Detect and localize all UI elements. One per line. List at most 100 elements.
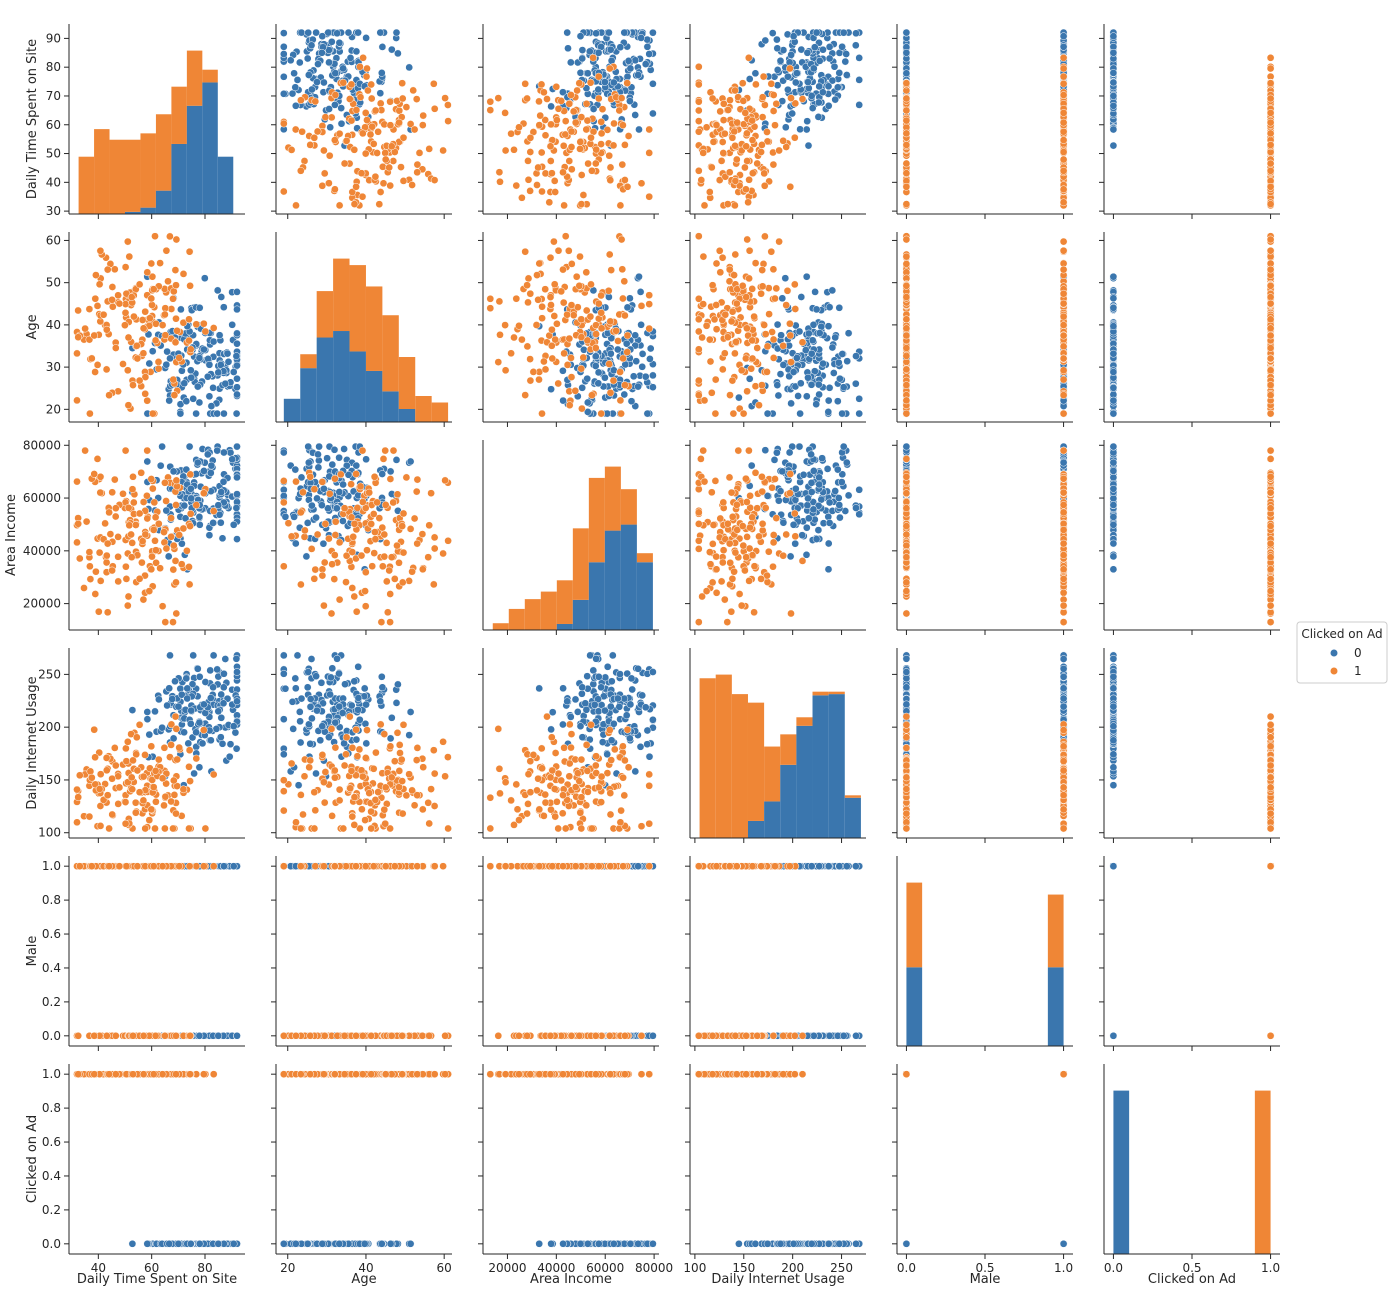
scatter-point-class-1: [172, 314, 180, 323]
scatter-point-class-0: [1109, 48, 1118, 57]
scatter-point-class-1: [501, 321, 509, 329]
scatter-point-class-1: [728, 133, 737, 142]
scatter-point-class-1: [330, 136, 339, 144]
scatter-point-class-1: [529, 368, 538, 376]
scatter-point-class-1: [307, 545, 316, 553]
scatter-point-class-1: [769, 562, 777, 571]
scatter-point-class-0: [735, 393, 743, 402]
scatter-point-class-1: [618, 160, 627, 169]
scatter-point-class-1: [567, 260, 576, 268]
hist-bar-class-0: [588, 562, 605, 630]
scatter-point-class-1: [576, 138, 585, 146]
scatter-point-class-0: [559, 396, 567, 405]
scatter-point-class-1: [902, 352, 911, 360]
scatter-point-class-1: [758, 113, 767, 121]
scatter-point-class-0: [176, 409, 185, 418]
scatter-point-class-1: [313, 530, 322, 539]
scatter-point-class-0: [308, 501, 316, 510]
scatter-point-class-1: [145, 587, 154, 595]
scatter-point-class-0: [187, 373, 196, 382]
scatter-point-class-1: [1059, 64, 1068, 73]
scatter-point-class-1: [743, 533, 751, 541]
scatter-point-class-0: [836, 513, 844, 522]
scatter-point-class-1: [146, 314, 154, 323]
scatter-point-class-1: [395, 118, 403, 127]
scatter-point-class-0: [609, 78, 618, 87]
scatter-point-class-1: [769, 265, 778, 274]
scatter-point-class-1: [597, 129, 606, 138]
scatter-point-class-1: [798, 557, 807, 565]
scatter-point-class-1: [185, 563, 193, 571]
scatter-point-class-1: [143, 514, 152, 523]
scatter-point-class-1: [124, 592, 133, 601]
scatter-point-class-0: [784, 72, 792, 81]
scatter-point-class-0: [802, 523, 811, 532]
scatter-point-class-1: [424, 553, 433, 562]
scatter-point-class-1: [81, 446, 89, 455]
scatter-point-class-1: [616, 201, 625, 210]
scatter-point-class-1: [586, 312, 595, 321]
scatter-point-class-0: [624, 57, 633, 65]
scatter-point-class-1: [700, 201, 709, 210]
scatter-point-class-1: [1059, 155, 1068, 164]
scatter-point-class-1: [597, 291, 605, 300]
scatter-point-class-1: [694, 80, 703, 89]
scatter-point-class-1: [130, 312, 138, 321]
scatter-point-class-1: [559, 141, 568, 150]
scatter-point-class-1: [902, 587, 911, 595]
scatter-point-class-1: [102, 551, 111, 560]
scatter-point-class-1: [524, 274, 533, 283]
scatter-point-class-1: [554, 379, 563, 388]
scatter-point-class-1: [1266, 200, 1275, 208]
scatter-point-class-1: [125, 252, 134, 261]
scatter-point-class-1: [103, 539, 112, 548]
scatter-point-class-1: [310, 133, 319, 142]
scatter-point-class-1: [723, 519, 732, 528]
scatter-point-class-1: [524, 298, 532, 307]
scatter-point-class-1: [1059, 366, 1068, 375]
scatter-point-class-1: [402, 103, 411, 111]
scatter-point-class-1: [726, 391, 734, 399]
scatter-point-class-1: [406, 120, 415, 128]
scatter-point-class-1: [361, 109, 370, 117]
scatter-point-class-1: [380, 530, 389, 539]
scatter-point-class-1: [92, 271, 100, 279]
scatter-point-class-0: [796, 379, 805, 388]
scatter-point-class-0: [833, 465, 842, 474]
hist-bar-class-1: [171, 86, 187, 144]
scatter-point-class-0: [578, 54, 587, 63]
scatter-point-class-1: [719, 116, 728, 124]
scatter-point-class-1: [335, 595, 344, 604]
scatter-point-class-1: [415, 149, 424, 157]
scatter-point-class-0: [576, 32, 585, 41]
scatter-point-class-1: [350, 592, 359, 601]
scatter-point-class-1: [559, 298, 568, 307]
scatter-point-class-1: [594, 94, 603, 103]
scatter-point-class-1: [732, 299, 741, 308]
scatter-point-class-0: [828, 76, 837, 85]
scatter-point-class-1: [786, 470, 795, 478]
scatter-point-class-1: [185, 336, 193, 345]
scatter-point-class-0: [223, 349, 232, 358]
scatter-point-class-1: [606, 176, 615, 185]
scatter-point-class-1: [138, 558, 146, 567]
scatter-point-class-1: [533, 181, 541, 189]
scatter-point-class-1: [395, 558, 403, 567]
scatter-point-class-1: [154, 364, 163, 373]
scatter-point-class-1: [719, 498, 728, 507]
scatter-point-class-1: [547, 120, 555, 129]
scatter-point-class-0: [333, 29, 341, 38]
hist-bar-class-1: [186, 50, 203, 106]
scatter-point-class-1: [538, 314, 546, 323]
scatter-point-class-1: [723, 333, 732, 342]
scatter-point-class-0: [761, 36, 770, 45]
scatter-point-class-1: [741, 163, 749, 172]
scatter-point-class-0: [228, 320, 237, 329]
scatter-point-class-1: [645, 125, 654, 134]
scatter-point-class-0: [824, 396, 833, 405]
scatter-point-class-1: [526, 355, 534, 363]
scatter-point-class-0: [219, 303, 228, 312]
scatter-point-class-0: [802, 272, 811, 281]
scatter-point-class-1: [560, 201, 568, 210]
scatter-point-class-0: [1109, 141, 1118, 150]
